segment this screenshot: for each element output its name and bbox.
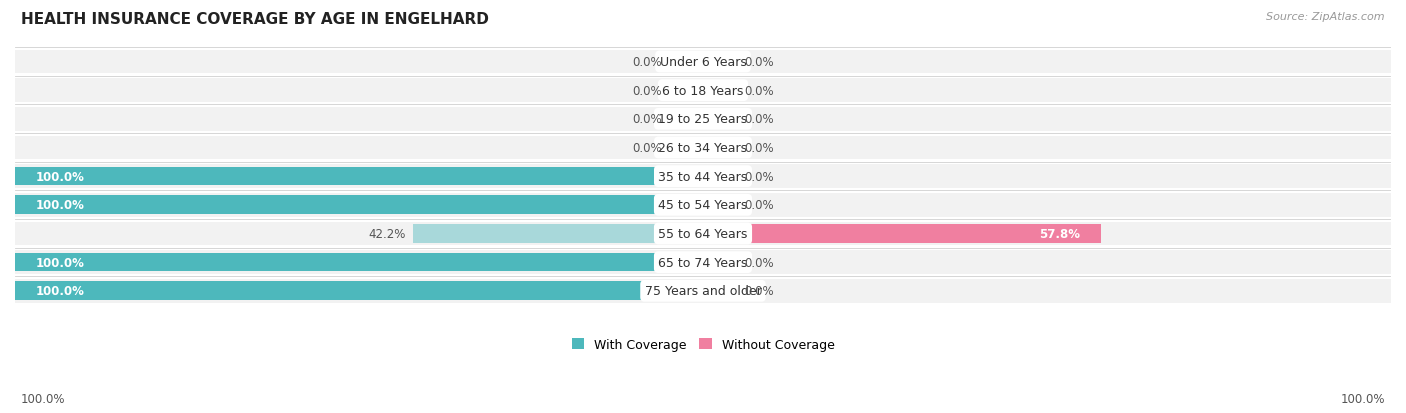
- Text: 57.8%: 57.8%: [1039, 228, 1080, 240]
- Text: 100.0%: 100.0%: [1340, 392, 1385, 405]
- Text: 75 Years and older: 75 Years and older: [644, 285, 762, 298]
- Text: HEALTH INSURANCE COVERAGE BY AGE IN ENGELHARD: HEALTH INSURANCE COVERAGE BY AGE IN ENGE…: [21, 12, 489, 27]
- Bar: [703, 82, 737, 100]
- Bar: [15, 279, 1391, 303]
- Text: 35 to 44 Years: 35 to 44 Years: [658, 170, 748, 183]
- Bar: [15, 79, 1391, 102]
- Bar: [15, 50, 1391, 74]
- Bar: [703, 225, 1101, 243]
- Bar: [703, 282, 737, 300]
- Bar: [15, 165, 1391, 188]
- Bar: [15, 108, 1391, 131]
- Text: 6 to 18 Years: 6 to 18 Years: [662, 84, 744, 97]
- Text: 42.2%: 42.2%: [368, 228, 406, 240]
- Text: 0.0%: 0.0%: [744, 56, 773, 69]
- Text: 0.0%: 0.0%: [744, 113, 773, 126]
- Bar: [15, 251, 1391, 274]
- Text: 0.0%: 0.0%: [744, 142, 773, 154]
- Bar: [703, 139, 737, 157]
- Bar: [15, 196, 703, 215]
- Bar: [15, 136, 1391, 160]
- Bar: [15, 194, 1391, 217]
- Text: 100.0%: 100.0%: [35, 199, 84, 212]
- Text: 0.0%: 0.0%: [633, 142, 662, 154]
- Text: 26 to 34 Years: 26 to 34 Years: [658, 142, 748, 154]
- Text: 0.0%: 0.0%: [633, 113, 662, 126]
- Text: 0.0%: 0.0%: [744, 84, 773, 97]
- Bar: [413, 225, 703, 243]
- Text: 0.0%: 0.0%: [744, 170, 773, 183]
- Text: 0.0%: 0.0%: [633, 56, 662, 69]
- Bar: [703, 110, 737, 129]
- Text: 0.0%: 0.0%: [744, 285, 773, 298]
- Text: 0.0%: 0.0%: [744, 199, 773, 212]
- Text: Under 6 Years: Under 6 Years: [659, 56, 747, 69]
- Bar: [15, 253, 703, 272]
- Text: 100.0%: 100.0%: [35, 256, 84, 269]
- Text: 0.0%: 0.0%: [744, 256, 773, 269]
- Bar: [669, 53, 703, 71]
- Bar: [15, 282, 703, 300]
- Bar: [703, 253, 737, 272]
- Bar: [703, 53, 737, 71]
- Text: 19 to 25 Years: 19 to 25 Years: [658, 113, 748, 126]
- Text: 65 to 74 Years: 65 to 74 Years: [658, 256, 748, 269]
- Text: Source: ZipAtlas.com: Source: ZipAtlas.com: [1267, 12, 1385, 22]
- Bar: [15, 167, 703, 186]
- Legend: With Coverage, Without Coverage: With Coverage, Without Coverage: [567, 333, 839, 356]
- Bar: [703, 167, 737, 186]
- Bar: [15, 222, 1391, 246]
- Bar: [669, 139, 703, 157]
- Text: 100.0%: 100.0%: [35, 285, 84, 298]
- Text: 55 to 64 Years: 55 to 64 Years: [658, 228, 748, 240]
- Text: 0.0%: 0.0%: [633, 84, 662, 97]
- Text: 100.0%: 100.0%: [21, 392, 66, 405]
- Text: 45 to 54 Years: 45 to 54 Years: [658, 199, 748, 212]
- Bar: [669, 82, 703, 100]
- Bar: [669, 110, 703, 129]
- Text: 100.0%: 100.0%: [35, 170, 84, 183]
- Bar: [703, 196, 737, 215]
